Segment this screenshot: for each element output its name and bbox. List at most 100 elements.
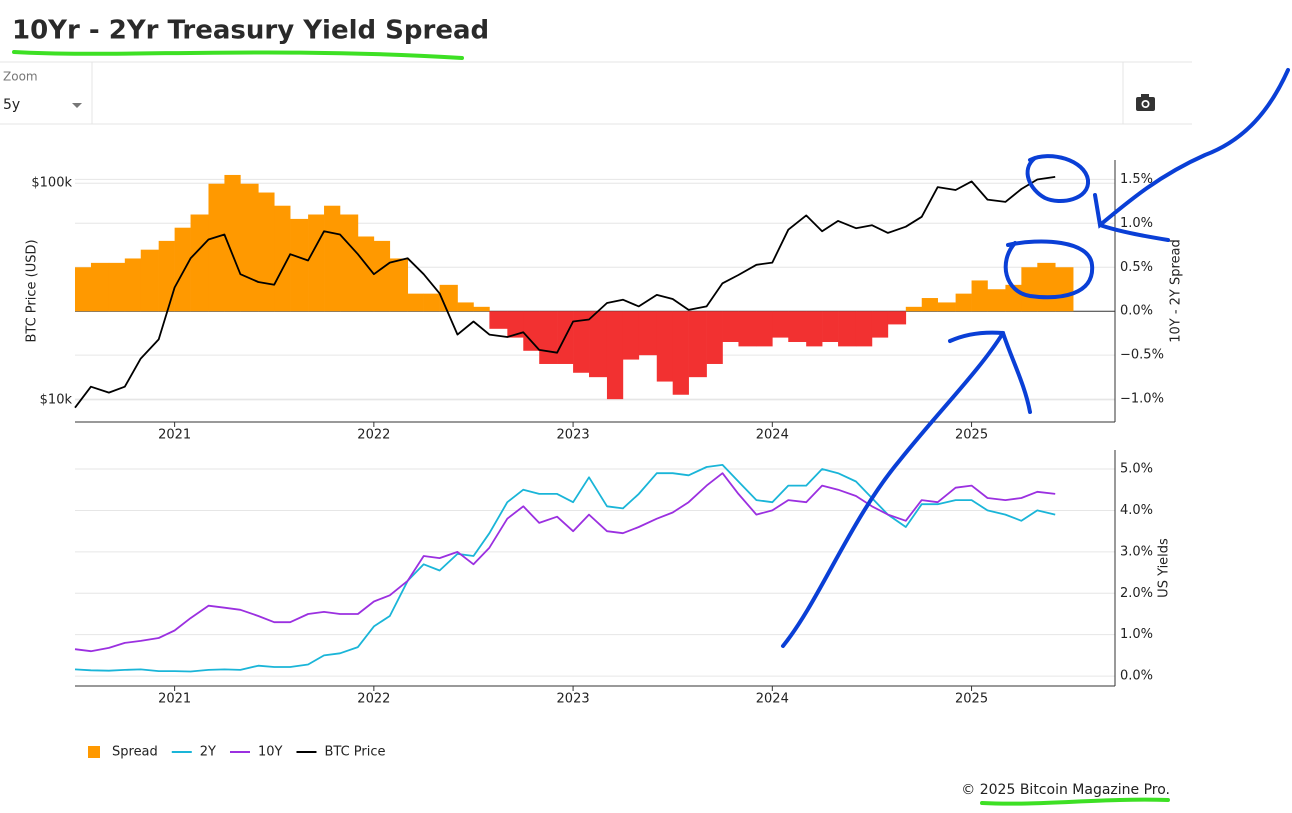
series-line (74, 176, 1056, 409)
chart: 0.0% 1.0% 2.0% 3.0% 4.0% 5.0% 2021 2022 2023 2024… (74, 450, 1172, 707)
spread-bar (324, 205, 341, 312)
spread-bar (140, 249, 159, 312)
plots: $10k $100k −1.0% −0.5% 0.0% 0.5% 1.0% 1.5% 2021 2… (25, 160, 1184, 707)
series-line (74, 464, 1056, 673)
legend-label: BTC Price (324, 745, 385, 760)
spread-bar (672, 311, 689, 395)
spread-bar (921, 298, 938, 312)
y-tick-label: −0.5% (1120, 348, 1164, 363)
spread-bar (955, 293, 972, 312)
zoom-select[interactable]: 5y (3, 97, 82, 113)
spread-bar (606, 311, 624, 400)
dropdown-arrow (72, 103, 82, 108)
spread-bar (489, 311, 508, 329)
x-tick-label: 2021 (158, 428, 191, 443)
y-tick-label: $10k (40, 392, 73, 407)
spread-bar (75, 267, 92, 312)
y-tick-label: 1.0% (1120, 216, 1153, 231)
x-tick-label: 2024 (756, 692, 789, 707)
legend-label: 10Y (258, 745, 283, 760)
x-tick-label: 2025 (955, 428, 988, 443)
spread-bar (722, 311, 739, 342)
spread-bar (589, 311, 608, 378)
y-axis-label: US Yields (1157, 538, 1172, 598)
y2-axis-label: 10Y - 2Y Spread (1169, 239, 1184, 343)
legend-label: 2Y (200, 745, 216, 760)
spread-bar (90, 262, 110, 312)
x-tick-label: 2022 (357, 428, 390, 443)
legend-label: Spread (112, 745, 158, 760)
camera-button[interactable] (1136, 94, 1155, 111)
spread-bar (971, 280, 988, 312)
spread-bar (887, 311, 907, 325)
x-tick-label: 2023 (557, 692, 590, 707)
y-tick-label: 0.0% (1120, 304, 1153, 319)
spread-bar (987, 289, 1006, 312)
spread-bar (937, 302, 956, 312)
spread-bar (190, 214, 209, 312)
spread-bar (756, 311, 773, 347)
x-tick-label: 2022 (357, 692, 390, 707)
spread-bar (290, 218, 309, 312)
y-tick-label: −1.0% (1120, 392, 1164, 407)
spread-bar (738, 311, 757, 347)
y-tick-label: 1.5% (1120, 172, 1153, 187)
chart: $10k $100k −1.0% −0.5% 0.0% 0.5% 1.0% 1.5% 2021 2… (25, 160, 1184, 443)
annotation-arrow (1093, 68, 1290, 242)
spread-bar (507, 311, 524, 338)
spread-bar (573, 311, 590, 373)
annotation-circle (1003, 239, 1095, 300)
spread-bar (656, 311, 674, 382)
spread-bar (240, 183, 259, 312)
spread-bar (339, 214, 359, 312)
spread-bar (1037, 262, 1056, 312)
x-tick-label: 2024 (756, 428, 789, 443)
spread-bar (174, 227, 191, 312)
spread-bar (158, 240, 175, 312)
spread-bar (772, 311, 789, 338)
annotation-circle (1025, 154, 1091, 203)
camera-lens-inner (1143, 101, 1148, 107)
spread-bar (788, 311, 807, 342)
y-tick-label: 4.0% (1120, 503, 1153, 518)
spread-bar (1021, 267, 1038, 312)
zoom-label: Zoom (3, 70, 38, 84)
spread-bar (523, 311, 540, 351)
spread-bar (706, 311, 723, 364)
spread-bar (208, 183, 225, 312)
highlight-underline (12, 50, 464, 60)
x-tick-label: 2025 (955, 692, 988, 707)
legend: Spread 2Y 10Y BTC Price (88, 745, 386, 760)
spread-bar (457, 302, 474, 312)
spread-bar (473, 306, 490, 312)
spread-bar (274, 205, 291, 312)
spread-bar (1055, 267, 1074, 312)
spread-bar (423, 293, 440, 312)
y-tick-label: $100k (31, 176, 72, 191)
spread-bar (108, 262, 126, 312)
camera-top (1141, 94, 1149, 98)
y-tick-label: 3.0% (1120, 544, 1153, 559)
y-tick-label: 1.0% (1120, 627, 1153, 642)
series-line (74, 472, 1056, 653)
spread-bar (357, 236, 375, 312)
spread-bar (622, 311, 640, 360)
spread-bar (855, 311, 873, 347)
spread-bar (308, 214, 325, 312)
spread-bar (806, 311, 823, 347)
zoom-value[interactable]: 5y (3, 97, 20, 113)
highlight-underline (980, 797, 1170, 806)
annotations (781, 68, 1290, 648)
spread-bar (539, 311, 558, 364)
x-tick-label: 2023 (557, 428, 590, 443)
spread-bar (905, 306, 923, 312)
y-tick-label: 0.5% (1120, 260, 1153, 275)
spread-bar (224, 174, 241, 312)
page-title: 10Yr - 2Yr Treasury Yield Spread (12, 16, 489, 46)
y-tick-label: 0.0% (1120, 669, 1153, 684)
spread-bar (407, 293, 424, 312)
spread-bar (373, 240, 391, 312)
spread-bar (638, 311, 658, 356)
